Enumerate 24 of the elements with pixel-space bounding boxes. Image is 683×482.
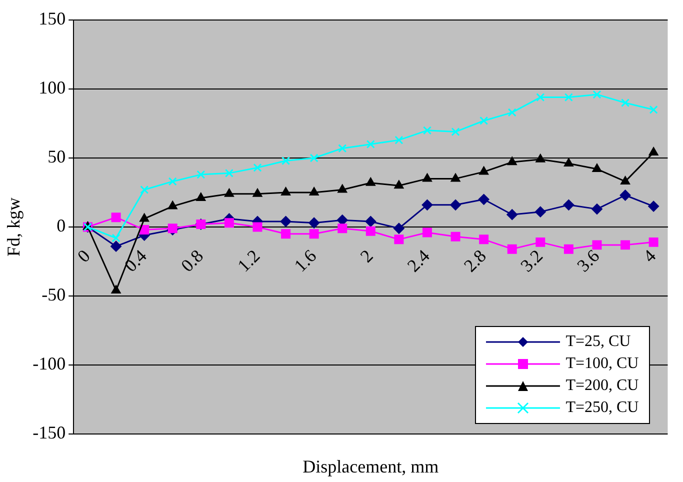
x-tick-label: 1.6 [290, 246, 320, 276]
y-tick-label: 150 [38, 8, 66, 29]
legend-label: T=100, CU [566, 355, 639, 373]
x-tick-label: 1.2 [234, 246, 264, 276]
x-tick-label: 2.4 [403, 246, 434, 276]
y-tick-label: 0 [56, 216, 66, 236]
y-tick-label: -100 [32, 354, 66, 374]
y-tick-label: -150 [32, 422, 66, 443]
legend-label: T=25, CU [566, 333, 631, 351]
x-tick-label: 4 [639, 246, 660, 266]
x-tick-label: 2.8 [460, 246, 490, 276]
y-tick-label: -50 [42, 284, 66, 305]
y-tick-label: 100 [38, 78, 66, 98]
x-tick-label: 0.8 [177, 246, 208, 276]
y-axis-title: Fd, kgw [4, 197, 24, 257]
x-tick-label: 3.2 [516, 246, 547, 276]
x-tick-label: 3.6 [573, 246, 604, 276]
legend-label: T=200, CU [566, 377, 639, 395]
x-tick-label: 2 [356, 246, 377, 266]
legend-label: T=250, CU [566, 399, 639, 417]
x-tick-label: 0 [73, 246, 94, 266]
x-axis-title: Displacement, mm [302, 456, 439, 477]
y-tick-label: 50 [48, 146, 66, 167]
x-tick-label: 0.4 [120, 246, 150, 276]
